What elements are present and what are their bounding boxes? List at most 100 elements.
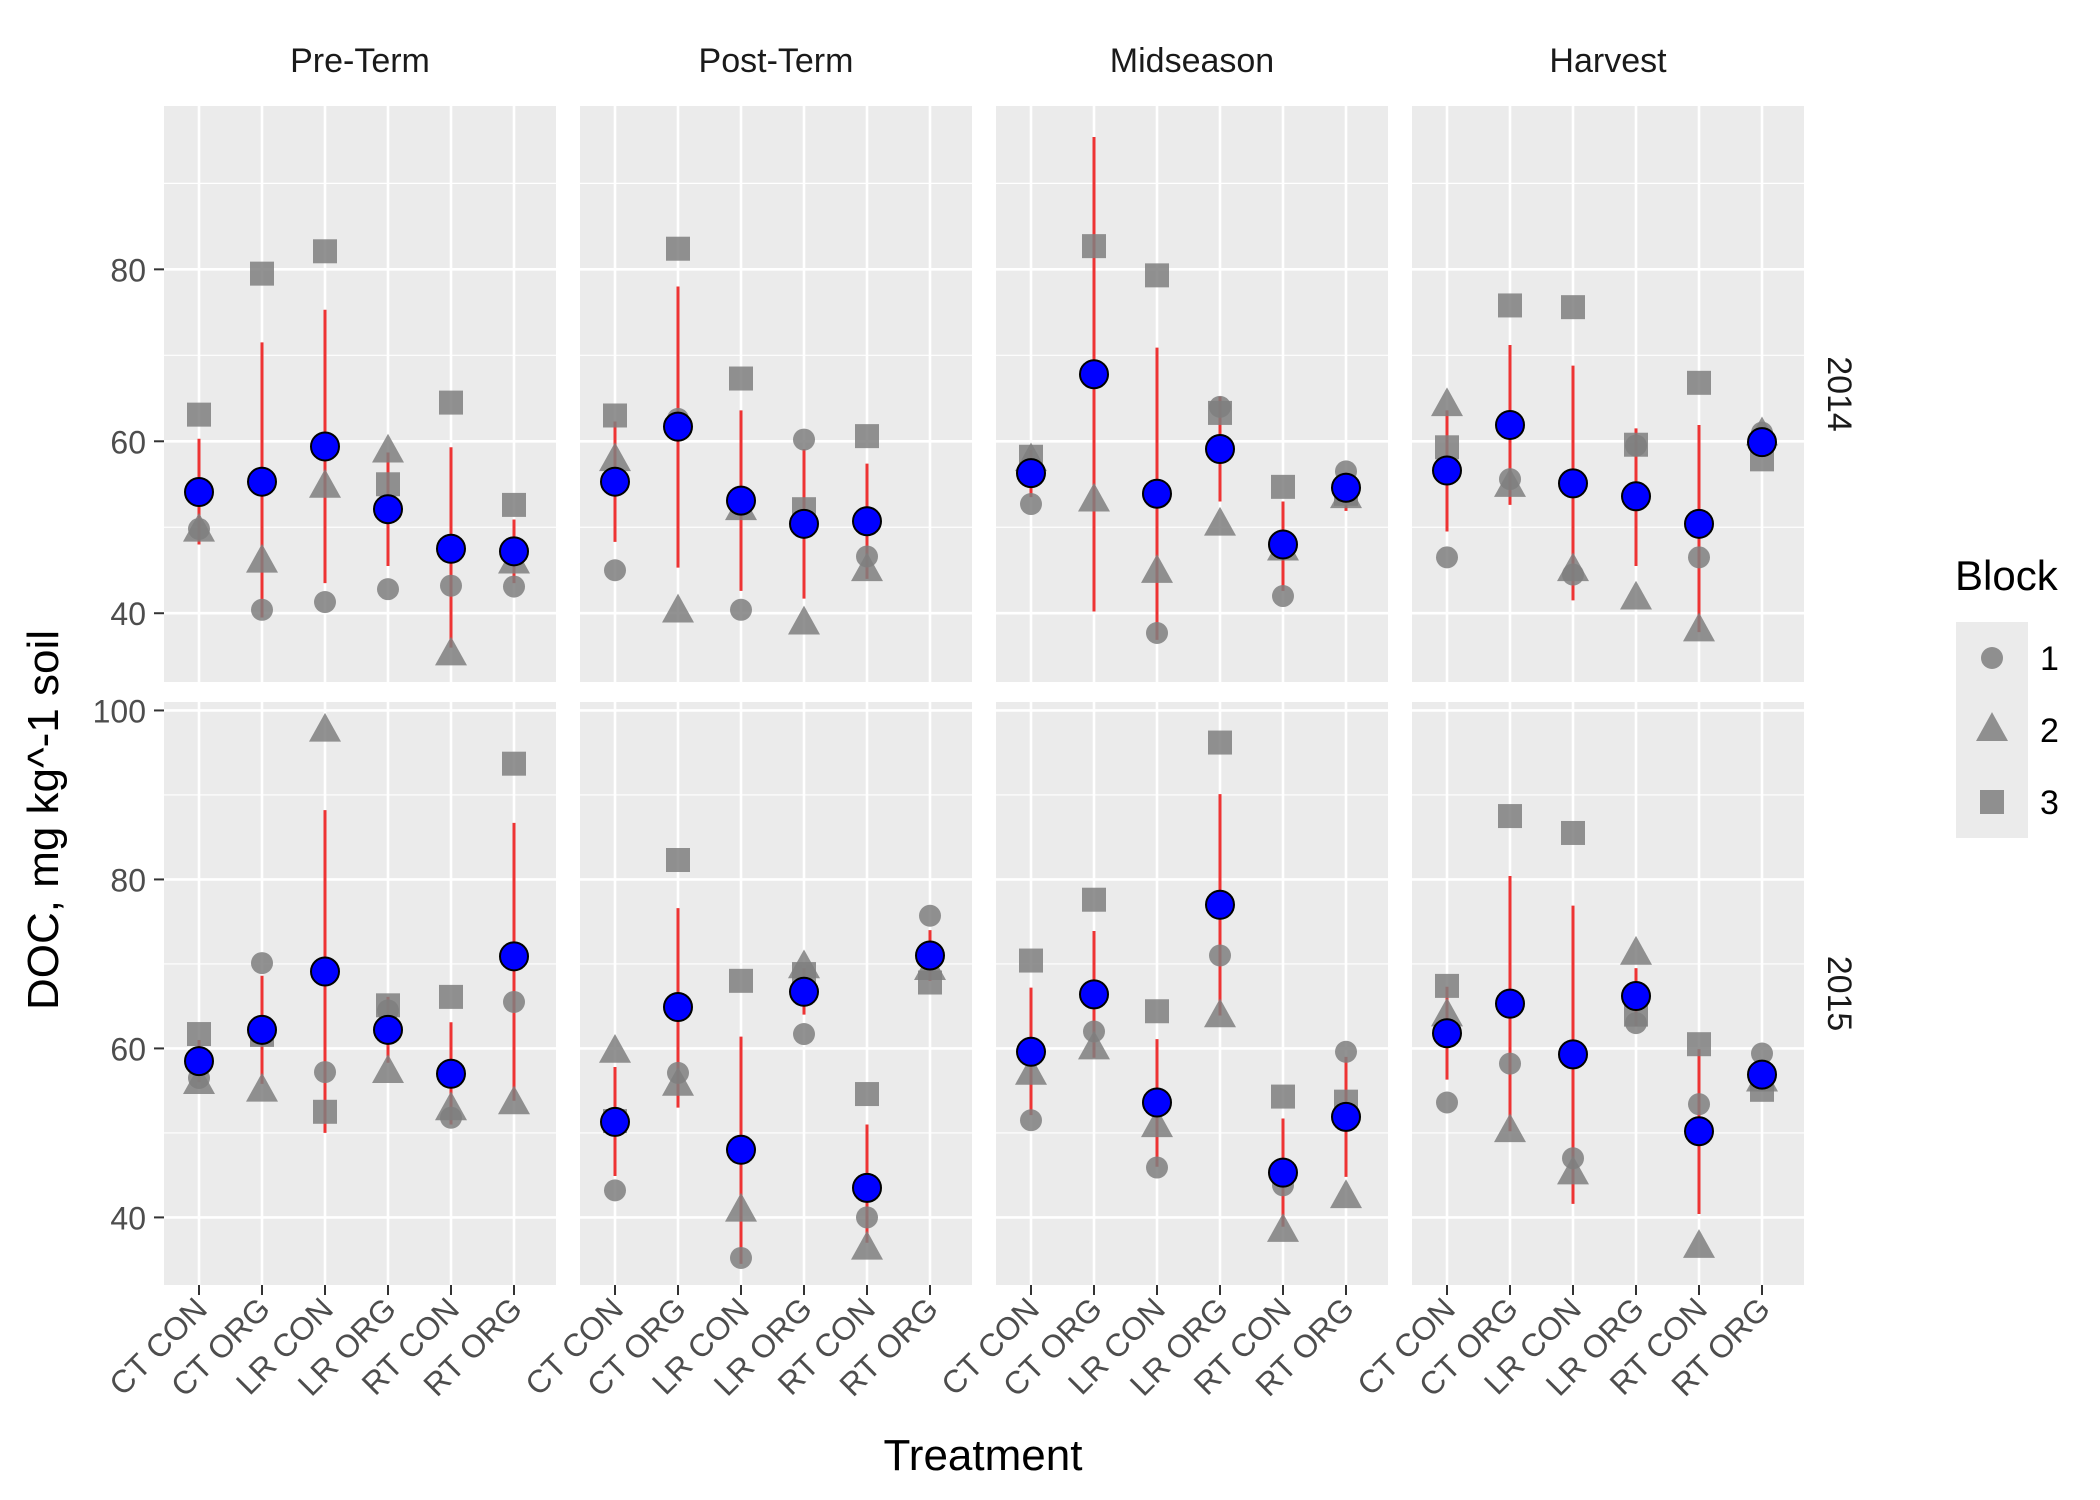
panel-background	[580, 702, 972, 1285]
facet-label-midseason: Midseason	[1110, 42, 1274, 80]
block3-point-lr-org	[1208, 730, 1232, 755]
block3-point-rt-con	[439, 390, 463, 415]
panel-background	[996, 106, 1388, 682]
mean-point-rt-con	[436, 533, 466, 564]
block2-point-rt-con	[851, 1230, 883, 1260]
facet-label-2014: 2014	[1820, 356, 1858, 432]
block2-point-lr-org	[372, 1054, 404, 1084]
block3-point-ct-org	[1082, 234, 1106, 259]
block3-point-lr-org	[1624, 432, 1648, 457]
legend-keys: 1 2 3	[1976, 640, 2059, 822]
block1-point-rt-con	[440, 574, 462, 597]
mean-point-rt-org	[1331, 472, 1361, 503]
block2-point-lr-con	[1557, 552, 1589, 582]
block3-point-rt-org	[918, 970, 942, 995]
panel-background	[996, 702, 1388, 1285]
block1-point-lr-org	[377, 578, 399, 601]
mean-point-lr-org	[1205, 434, 1235, 465]
block2-point-lr-org	[1620, 935, 1652, 965]
block1-point-ct-con	[604, 559, 626, 582]
y-tick-label-2014-40: 40	[110, 596, 146, 632]
block3-point-ct-con	[187, 1022, 211, 1047]
block1-point-rt-con	[856, 1206, 878, 1229]
mean-point-ct-org	[663, 411, 693, 442]
block2-point-rt-con	[435, 1091, 467, 1121]
block3-point-ct-org	[250, 261, 274, 286]
facet-label-post-term: Post-Term	[699, 42, 854, 80]
block3-point-rt-con	[1687, 370, 1711, 395]
block3-point-rt-con	[1271, 474, 1295, 499]
block3-point-lr-org	[1208, 400, 1232, 425]
mean-point-ct-org	[1079, 979, 1109, 1010]
mean-point-lr-con	[1558, 1039, 1588, 1070]
panel-background	[1412, 106, 1804, 682]
panel-2015-post-term	[580, 702, 972, 1285]
block2-point-ct-con	[183, 512, 215, 542]
mean-point-lr-con	[310, 431, 340, 462]
legend-label-1: 1	[2040, 640, 2059, 678]
mean-point-rt-con	[436, 1058, 466, 1089]
mean-point-lr-con	[726, 485, 756, 516]
block3-point-lr-con	[1561, 295, 1585, 320]
block1-point-ct-con	[1020, 493, 1042, 516]
mean-point-ct-org	[247, 466, 277, 497]
mean-point-rt-org	[499, 941, 529, 972]
block2-point-lr-con	[725, 1192, 757, 1222]
mean-point-lr-org	[1621, 981, 1651, 1012]
block2-point-lr-org	[372, 433, 404, 463]
facet-label-2015: 2015	[1820, 956, 1858, 1032]
mean-point-lr-con	[1142, 1087, 1172, 1118]
block1-point-ct-con	[1436, 546, 1458, 569]
mean-point-rt-org	[1747, 427, 1777, 458]
legend-circle-icon	[1981, 647, 2003, 669]
mean-point-ct-con	[1016, 458, 1046, 489]
mean-point-ct-con	[184, 1046, 214, 1077]
block2-point-rt-con	[1683, 1229, 1715, 1258]
block1-point-ct-org	[1499, 1052, 1521, 1075]
block2-point-ct-org	[662, 593, 694, 623]
block1-point-rt-org	[1751, 1042, 1773, 1065]
block2-point-lr-org	[1204, 998, 1236, 1028]
block1-point-ct-org	[251, 952, 273, 975]
mean-point-ct-con	[600, 466, 630, 497]
legend-square-icon	[1980, 790, 2004, 814]
block1-point-lr-org	[793, 1023, 815, 1046]
block3-point-ct-con	[1435, 435, 1459, 460]
block2-point-rt-org	[1330, 1179, 1362, 1209]
block3-point-lr-con	[1145, 263, 1169, 288]
legend-label-2: 2	[2040, 712, 2059, 750]
block2-point-ct-con	[183, 1065, 215, 1095]
mean-point-lr-con	[726, 1134, 756, 1165]
block2-point-rt-con	[435, 636, 467, 666]
mean-point-ct-org	[1495, 409, 1525, 440]
block3-point-lr-con	[729, 366, 753, 391]
block2-point-rt-org	[498, 1085, 530, 1115]
block3-point-lr-org	[376, 472, 400, 497]
block3-point-rt-con	[1271, 1084, 1295, 1109]
block2-point-lr-org	[788, 605, 820, 635]
block3-point-rt-con	[855, 1082, 879, 1107]
panel-2015-harvest	[1412, 702, 1804, 1285]
mean-point-ct-org	[247, 1014, 277, 1045]
block1-point-rt-org	[503, 990, 525, 1013]
block2-point-ct-con	[1015, 1055, 1047, 1085]
mean-point-ct-con	[1016, 1036, 1046, 1067]
block2-point-rt-con	[1683, 612, 1715, 642]
block2-point-lr-con	[309, 712, 341, 742]
mean-point-rt-con	[852, 506, 882, 537]
block3-point-lr-org	[376, 993, 400, 1018]
panel-2014-pre-term	[164, 106, 556, 682]
mean-point-lr-org	[373, 1014, 403, 1045]
mean-point-lr-org	[1621, 481, 1651, 512]
mean-point-lr-org	[789, 976, 819, 1007]
block1-point-lr-con	[730, 1246, 752, 1269]
block3-point-lr-con	[1145, 999, 1169, 1024]
block3-point-ct-con	[187, 402, 211, 427]
block1-point-rt-org	[1335, 1040, 1357, 1063]
block2-point-ct-con	[1431, 997, 1463, 1027]
block1-point-ct-con	[1020, 1109, 1042, 1132]
block3-point-rt-con	[855, 424, 879, 449]
mean-point-lr-con	[310, 956, 340, 987]
panel-2015-pre-term	[164, 702, 556, 1285]
